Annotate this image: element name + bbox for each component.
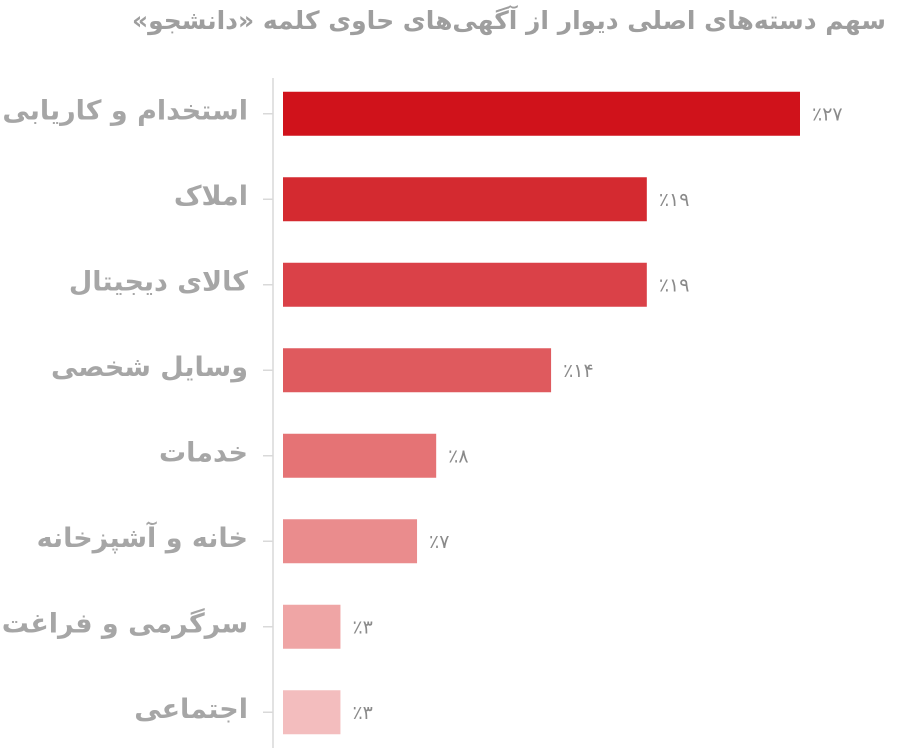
bar — [283, 177, 647, 222]
value-label: ٪۱۹ — [659, 274, 690, 296]
category-label: خانه و آشپزخانه — [37, 521, 248, 554]
category-label: کالای دیجیتال — [69, 266, 248, 297]
bar — [283, 348, 552, 393]
bar — [283, 519, 418, 564]
category-label: سرگرمی و فراغت — [2, 607, 248, 639]
bar — [283, 262, 647, 307]
category-label: خدمات — [159, 437, 248, 468]
bar — [283, 690, 341, 735]
bar — [283, 91, 800, 136]
category-label: املاک — [174, 181, 248, 212]
value-label: ٪۷ — [429, 531, 449, 553]
bar — [283, 604, 341, 649]
value-label: ٪۳ — [352, 702, 372, 724]
chart-title: سهم دسته‌های اصلی دیوار از آگهی‌های حاوی… — [132, 5, 886, 36]
value-label: ٪۸ — [448, 445, 468, 467]
value-label: ٪۱۴ — [563, 360, 594, 382]
value-label: ٪۳ — [352, 616, 372, 638]
category-label: وسایل شخصی — [51, 352, 248, 383]
category-label: اجتماعی — [134, 694, 248, 725]
bar — [283, 433, 437, 478]
value-label: ٪۲۷ — [812, 103, 843, 125]
category-label: استخدام و کاریابی — [2, 95, 248, 126]
value-label: ٪۱۹ — [659, 189, 690, 211]
